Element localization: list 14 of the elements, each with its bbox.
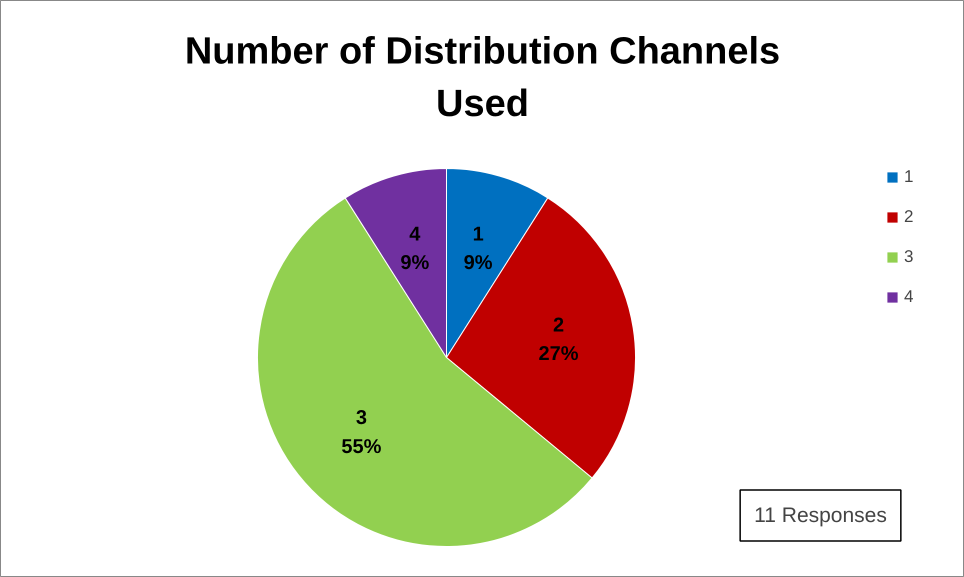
legend-label: 3 xyxy=(904,247,914,267)
data-label: 27% xyxy=(538,343,579,366)
legend-label: 4 xyxy=(904,287,914,307)
legend-label: 1 xyxy=(904,167,914,187)
slice-label: 3 xyxy=(356,407,367,430)
text: 11 Responses xyxy=(754,504,887,527)
data-label: 9% xyxy=(464,252,493,274)
chart-title: Number of Distribution Channels Used xyxy=(184,30,780,125)
legend-label: 2 xyxy=(904,207,914,227)
slice-label: 2 xyxy=(552,314,564,336)
slice-label: 4 xyxy=(409,223,422,246)
data-label: 55% xyxy=(341,436,382,458)
data-label: 9% xyxy=(400,252,430,274)
slice-label: 1 xyxy=(472,223,484,246)
